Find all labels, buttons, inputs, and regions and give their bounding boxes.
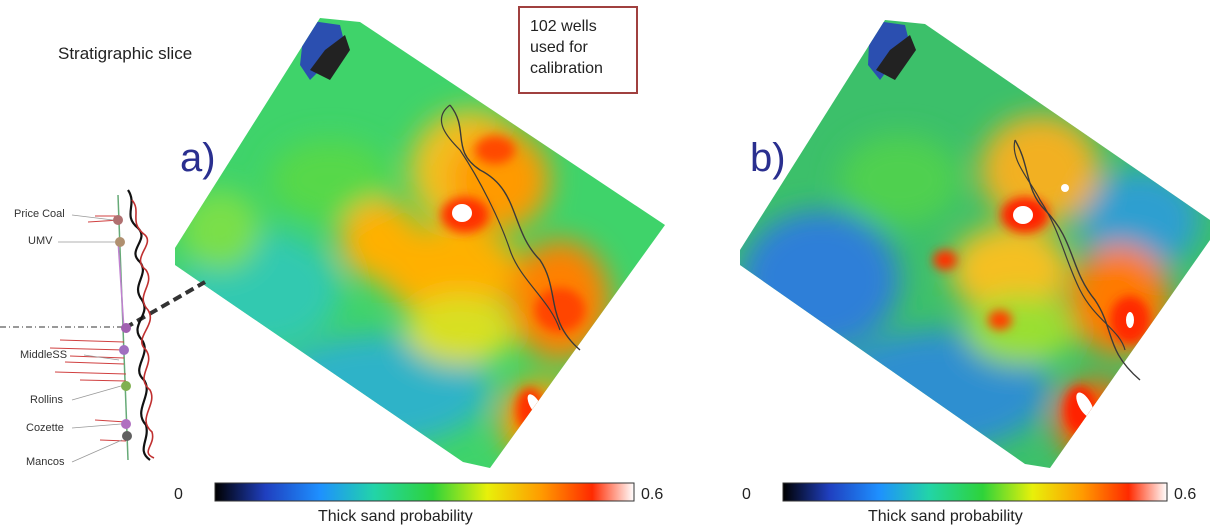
- log-label-rollins: Rollins: [30, 394, 64, 406]
- marker-price-coal: [113, 215, 123, 225]
- log-label-price-coal: Price Coal: [14, 208, 65, 220]
- colorbar-b: [782, 482, 1168, 502]
- log-label-mancos: Mancos: [26, 456, 65, 468]
- map-panel-a: [175, 18, 665, 468]
- marker-cozette: [121, 419, 131, 429]
- log-label-umv: UMV: [28, 235, 53, 247]
- log-label-cozette: Cozette: [26, 422, 64, 434]
- callout-line-3: calibration: [530, 60, 603, 77]
- marker-rollins: [121, 381, 131, 391]
- well-log: [0, 189, 206, 463]
- callout-line-2: used for: [530, 39, 588, 56]
- marker-umv: [115, 237, 125, 247]
- marker-mancos: [122, 431, 132, 441]
- slice-title: Stratigraphic slice: [58, 44, 193, 63]
- panel-label-a: a): [180, 136, 216, 180]
- slice-connector-line: [124, 280, 206, 330]
- map-panel-b: [740, 20, 1210, 468]
- colorbar-b-min: 0: [742, 486, 751, 503]
- colorbar-a-caption: Thick sand probability: [318, 508, 473, 525]
- panel-label-b: b): [750, 136, 786, 180]
- colorbar-a-max: 0.6: [641, 486, 664, 503]
- calibration-callout: 102 wells used for calibration: [518, 6, 638, 94]
- colorbar-b-caption: Thick sand probability: [868, 508, 1023, 525]
- log-label-middless: MiddleSS: [20, 349, 68, 361]
- marker-middless: [119, 345, 129, 355]
- colorbar-a-min: 0: [174, 486, 183, 503]
- marker-slice: [121, 323, 131, 333]
- colorbar-b-max: 0.6: [1174, 486, 1197, 503]
- colorbar-a: [214, 482, 635, 502]
- callout-line-1: 102 wells: [530, 18, 597, 35]
